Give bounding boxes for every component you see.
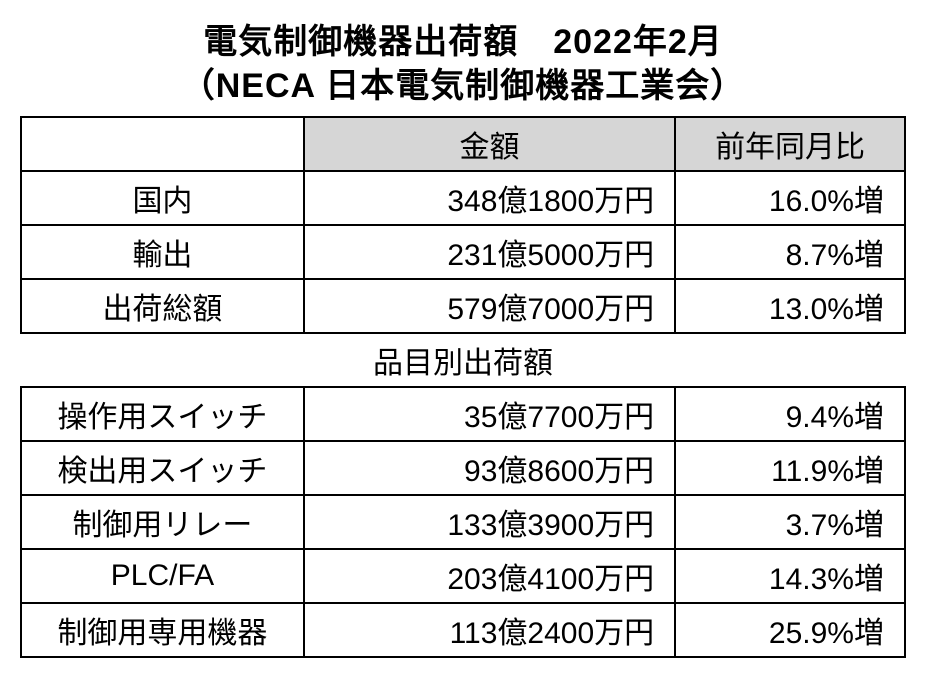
- amount-cell: 203億4100万円: [304, 549, 675, 603]
- item-rows: 操作用スイッチ35億7700万円9.4%増検出用スイッチ93億8600万円11.…: [21, 387, 905, 657]
- table-row: 検出用スイッチ93億8600万円11.9%増: [21, 441, 905, 495]
- header-row: 金額 前年同月比: [21, 117, 905, 171]
- amount-cell: 93億8600万円: [304, 441, 675, 495]
- table-row: 国内348億1800万円16.0%増: [21, 171, 905, 225]
- change-cell: 11.9%増: [675, 441, 905, 495]
- table-row: 操作用スイッチ35億7700万円9.4%増: [21, 387, 905, 441]
- row-label: 制御用専用機器: [21, 603, 304, 657]
- table-title: 電気制御機器出荷額 2022年2月 （NECA 日本電気制御機器工業会）: [20, 20, 906, 108]
- change-cell: 14.3%増: [675, 549, 905, 603]
- table-row: 輸出231億5000万円8.7%増: [21, 225, 905, 279]
- row-label: 操作用スイッチ: [21, 387, 304, 441]
- change-cell: 3.7%増: [675, 495, 905, 549]
- table-row: 出荷総額579億7000万円13.0%増: [21, 279, 905, 333]
- amount-cell: 133億3900万円: [304, 495, 675, 549]
- amount-cell: 35億7700万円: [304, 387, 675, 441]
- main-rows: 国内348億1800万円16.0%増輸出231億5000万円8.7%増出荷総額5…: [21, 171, 905, 333]
- subhead-row: 品目別出荷額: [21, 333, 905, 387]
- title-line-1: 電気制御機器出荷額 2022年2月: [20, 20, 906, 64]
- table-row: 制御用リレー133億3900万円3.7%増: [21, 495, 905, 549]
- change-cell: 25.9%増: [675, 603, 905, 657]
- row-label: 検出用スイッチ: [21, 441, 304, 495]
- change-cell: 8.7%増: [675, 225, 905, 279]
- subhead-label: 品目別出荷額: [21, 333, 905, 387]
- amount-cell: 348億1800万円: [304, 171, 675, 225]
- header-amount: 金額: [304, 117, 675, 171]
- table-row: 制御用専用機器113億2400万円25.9%増: [21, 603, 905, 657]
- row-label: 国内: [21, 171, 304, 225]
- shipment-table: 金額 前年同月比 国内348億1800万円16.0%増輸出231億5000万円8…: [20, 116, 906, 658]
- row-label: PLC/FA: [21, 549, 304, 603]
- header-blank: [21, 117, 304, 171]
- row-label: 出荷総額: [21, 279, 304, 333]
- row-label: 制御用リレー: [21, 495, 304, 549]
- row-label: 輸出: [21, 225, 304, 279]
- header-change: 前年同月比: [675, 117, 905, 171]
- table-row: PLC/FA203億4100万円14.3%増: [21, 549, 905, 603]
- change-cell: 13.0%増: [675, 279, 905, 333]
- amount-cell: 231億5000万円: [304, 225, 675, 279]
- amount-cell: 113億2400万円: [304, 603, 675, 657]
- amount-cell: 579億7000万円: [304, 279, 675, 333]
- title-line-2: （NECA 日本電気制御機器工業会）: [20, 64, 906, 108]
- change-cell: 16.0%増: [675, 171, 905, 225]
- change-cell: 9.4%増: [675, 387, 905, 441]
